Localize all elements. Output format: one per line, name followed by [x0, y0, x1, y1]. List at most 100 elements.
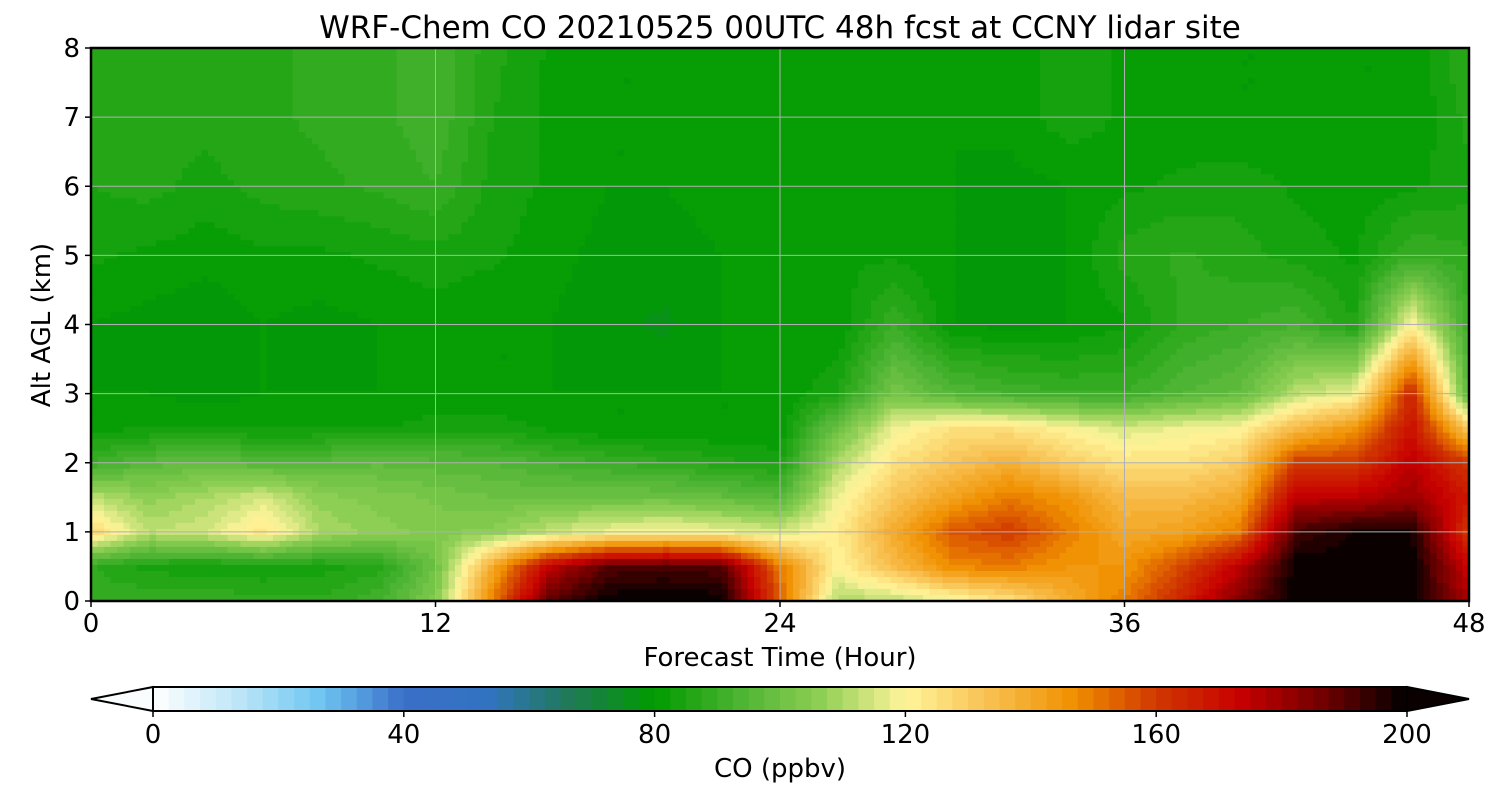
- contour-cell: [656, 66, 664, 73]
- contour-cell: [728, 150, 736, 157]
- contour-cell: [1384, 108, 1392, 115]
- contour-cell: [520, 168, 528, 175]
- contour-cell: [1033, 84, 1041, 91]
- contour-cell: [1436, 108, 1444, 115]
- contour-cell: [1209, 150, 1217, 157]
- contour-cell: [916, 132, 924, 139]
- contour-cell: [747, 144, 755, 151]
- contour-cell: [513, 84, 521, 91]
- contour-cell: [279, 48, 287, 55]
- contour-cell: [247, 126, 255, 133]
- contour-cell: [312, 66, 320, 73]
- contour-cell: [734, 150, 742, 157]
- contour-cell: [1228, 54, 1236, 61]
- contour-cell: [136, 48, 144, 55]
- contour-cell: [448, 60, 456, 67]
- contour-cell: [877, 120, 885, 127]
- contour-cell: [214, 174, 222, 181]
- contour-cell: [1202, 96, 1210, 103]
- contour-cell: [1079, 72, 1087, 79]
- contour-cell: [195, 102, 203, 109]
- contour-cell: [1326, 108, 1334, 115]
- contour-cell: [1150, 60, 1158, 67]
- contour-cell: [1248, 108, 1256, 115]
- contour-cell: [754, 78, 762, 85]
- contour-cell: [994, 126, 1002, 133]
- contour-cell: [552, 138, 560, 145]
- contour-cell: [780, 120, 788, 127]
- contour-cell: [1189, 48, 1197, 55]
- contour-cell: [1365, 78, 1373, 85]
- contour-cell: [442, 84, 450, 91]
- contour-cell: [832, 108, 840, 115]
- contour-cell: [500, 90, 508, 97]
- contour-cell: [117, 90, 125, 97]
- contour-cell: [403, 138, 411, 145]
- contour-cell: [695, 180, 703, 187]
- contour-cell: [104, 180, 112, 187]
- contour-cell: [429, 174, 437, 181]
- contour-cell: [1443, 138, 1451, 145]
- contour-cell: [481, 186, 489, 193]
- contour-cell: [871, 150, 879, 157]
- contour-cell: [429, 60, 437, 67]
- contour-cell: [305, 144, 313, 151]
- contour-cell: [1274, 120, 1282, 127]
- contour-cell: [461, 102, 469, 109]
- contour-cell: [637, 48, 645, 55]
- contour-cell: [578, 150, 586, 157]
- contour-cell: [117, 168, 125, 175]
- contour-cell: [104, 120, 112, 127]
- contour-cell: [767, 150, 775, 157]
- contour-cell: [656, 126, 664, 133]
- contour-cell: [871, 144, 879, 151]
- contour-cell: [1196, 96, 1204, 103]
- contour-cell: [793, 126, 801, 133]
- contour-cell: [1462, 144, 1470, 151]
- contour-cell: [598, 144, 606, 151]
- contour-cell: [780, 132, 788, 139]
- contour-cell: [1280, 84, 1288, 91]
- contour-cell: [1027, 60, 1035, 67]
- contour-cell: [780, 138, 788, 145]
- contour-cell: [1098, 96, 1106, 103]
- contour-cell: [526, 48, 534, 55]
- contour-cell: [858, 54, 866, 61]
- contour-cell: [1345, 54, 1353, 61]
- contour-cell: [812, 162, 820, 169]
- contour-cell: [1261, 54, 1269, 61]
- contour-cell: [1170, 162, 1178, 169]
- contour-cell: [669, 78, 677, 85]
- contour-cell: [559, 102, 567, 109]
- contour-cell: [188, 180, 196, 187]
- contour-cell: [533, 174, 541, 181]
- contour-cell: [676, 168, 684, 175]
- contour-cell: [871, 90, 879, 97]
- contour-cell: [1293, 180, 1301, 187]
- contour-cell: [689, 60, 697, 67]
- contour-cell: [318, 126, 326, 133]
- contour-cell: [143, 156, 151, 163]
- contour-cell: [760, 96, 768, 103]
- contour-cell: [435, 90, 443, 97]
- contour-cell: [962, 174, 970, 181]
- contour-cell: [942, 180, 950, 187]
- contour-cell: [429, 120, 437, 127]
- contour-cell: [1319, 156, 1327, 163]
- contour-cell: [767, 138, 775, 145]
- contour-cell: [1105, 162, 1113, 169]
- contour-cell: [708, 108, 716, 115]
- contour-cell: [1085, 78, 1093, 85]
- contour-cell: [156, 90, 164, 97]
- contour-cell: [1280, 126, 1288, 133]
- contour-cell: [91, 132, 99, 139]
- contour-cell: [845, 126, 853, 133]
- contour-cell: [734, 162, 742, 169]
- contour-cell: [331, 144, 339, 151]
- contour-cell: [1079, 126, 1087, 133]
- contour-cell: [195, 156, 203, 163]
- contour-cell: [949, 78, 957, 85]
- contour-cell: [461, 186, 469, 193]
- contour-cell: [260, 162, 268, 169]
- contour-cell: [1170, 108, 1178, 115]
